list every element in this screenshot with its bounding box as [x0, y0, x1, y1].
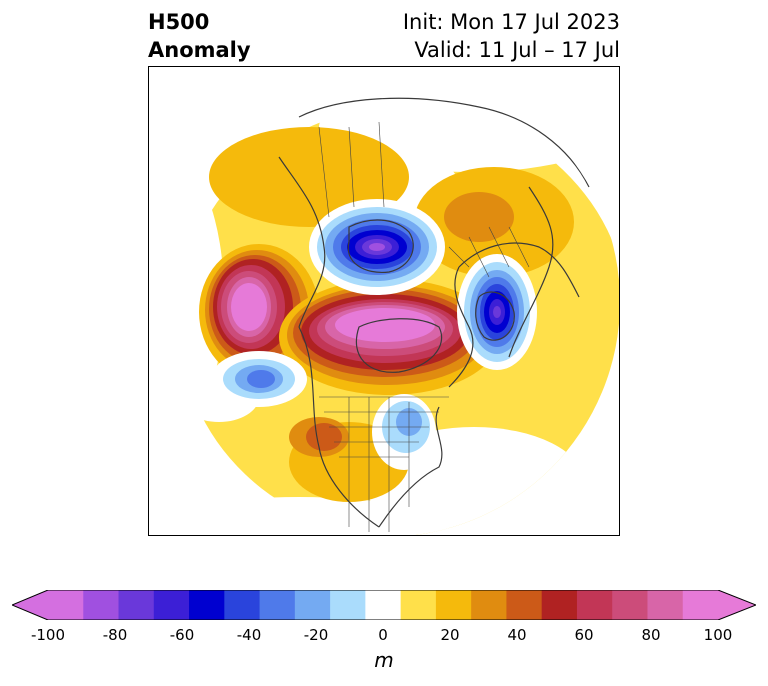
colorbar-segment — [541, 590, 578, 620]
colorbar-tick-label: 0 — [378, 626, 388, 644]
negative-anomaly-north-pacific — [211, 351, 307, 407]
colorbar-tick-label: 20 — [440, 626, 460, 644]
colorbar-segment — [682, 590, 719, 620]
colorbar-segment — [259, 590, 296, 620]
negative-anomaly-eastern-north-america — [372, 394, 436, 470]
field-type: Anomaly — [148, 38, 251, 62]
colorbar-ticks: -100 -80 -60 -40 -20 0 20 40 60 80 100 — [0, 626, 768, 646]
colorbar-segment — [435, 590, 472, 620]
colorbar-tick-label: -20 — [303, 626, 329, 644]
anomaly-fill-40m — [444, 192, 514, 242]
anomaly-map — [150, 82, 619, 535]
positive-anomaly-arctic — [279, 279, 499, 395]
colorbar-segment — [612, 590, 648, 620]
colorbar-tick-label: 80 — [641, 626, 661, 644]
colorbar-segment — [48, 590, 84, 620]
colorbar-tick-label: -40 — [236, 626, 262, 644]
colorbar-segment — [330, 590, 366, 620]
political-borders — [318, 121, 530, 532]
title-right-block: Init: Mon 17 Jul 2023 Valid: 11 Jul – 17… — [403, 8, 620, 64]
colorbar-segment — [83, 590, 120, 620]
colorbar-segment — [118, 590, 155, 620]
map-panel — [148, 66, 620, 536]
colorbar-tick-label: -60 — [169, 626, 195, 644]
colorbar-tick-label: -100 — [30, 626, 66, 644]
negative-anomaly-europe — [457, 254, 537, 370]
positive-anomaly-southwest-us — [306, 423, 342, 451]
valid-period: Valid: 11 Jul – 17 Jul — [414, 38, 620, 62]
colorbar-segment — [365, 590, 402, 620]
colorbar-segment — [294, 590, 331, 620]
anomaly-neutral-area — [150, 157, 224, 437]
colorbar-tick-label: 100 — [703, 626, 733, 644]
colorbar-tick-label: 60 — [574, 626, 594, 644]
coastlines — [278, 97, 590, 528]
colorbar-tick-label: 40 — [507, 626, 527, 644]
colorbar — [12, 590, 756, 620]
negative-anomaly-hudson-bay — [309, 199, 445, 295]
colorbar-tick-label: -80 — [102, 626, 128, 644]
colorbar-segment — [189, 590, 225, 620]
colorbar-segment — [400, 590, 437, 620]
colorbar-segment — [471, 590, 507, 620]
init-time: Init: Mon 17 Jul 2023 — [402, 10, 620, 34]
title-left-block: H500 Anomaly — [148, 8, 251, 64]
colorbar-segment — [647, 590, 684, 620]
colorbar-segment — [153, 590, 190, 620]
field-name: H500 — [148, 10, 210, 34]
colorbar-extend-max — [718, 590, 756, 620]
colorbar-unit: m — [374, 648, 394, 672]
colorbar-extend-min — [12, 590, 48, 620]
colorbar-segment — [576, 590, 613, 620]
colorbar-segment — [506, 590, 543, 620]
colorbar-segment — [224, 590, 261, 620]
